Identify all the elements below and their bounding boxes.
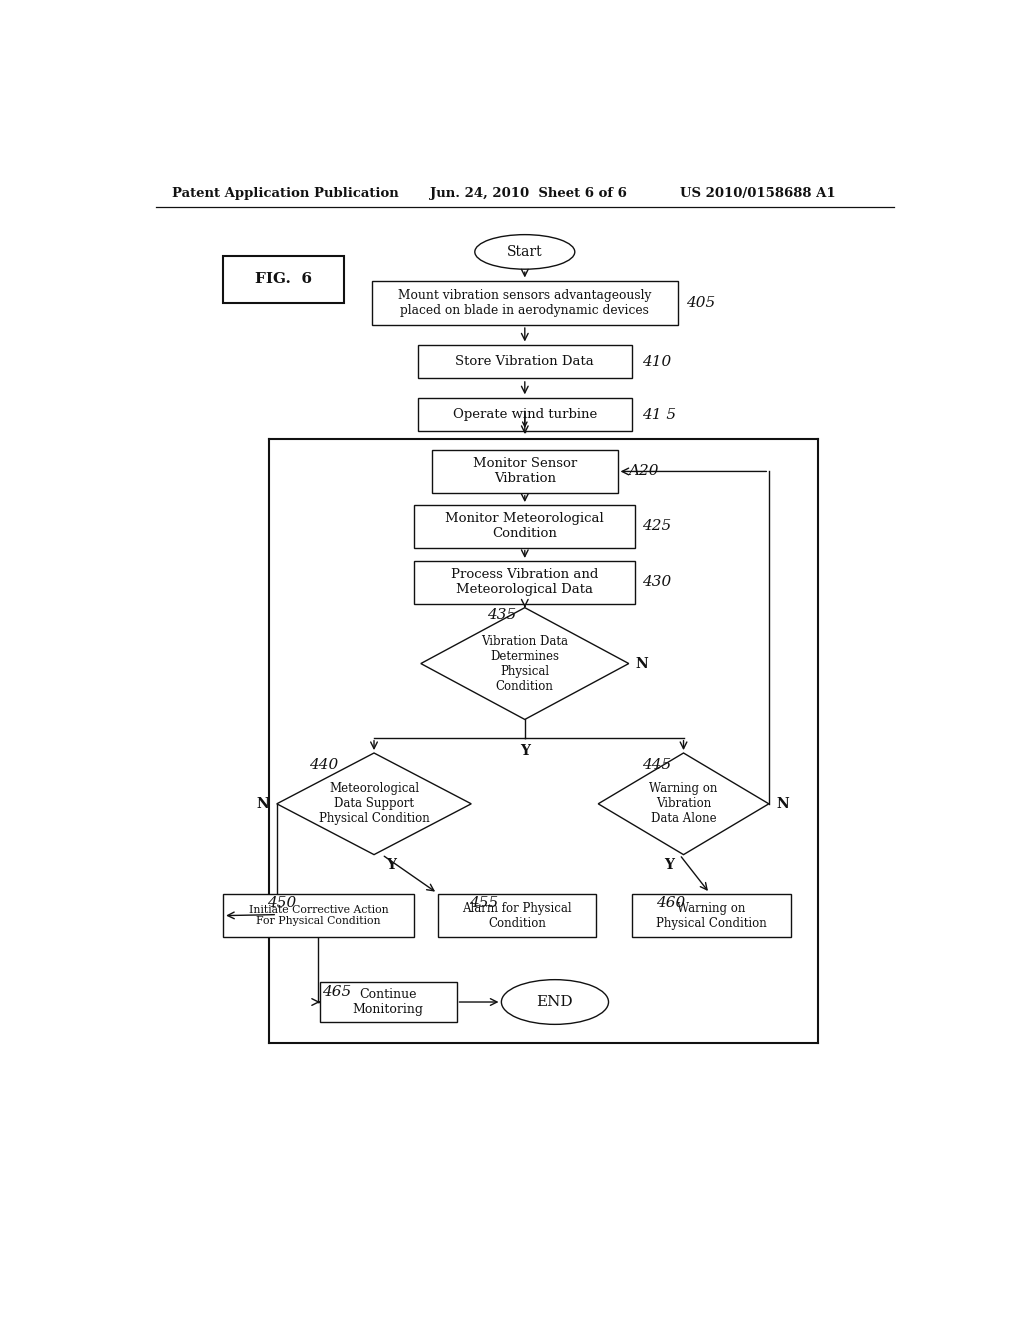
- Ellipse shape: [475, 235, 574, 269]
- Text: Patent Application Publication: Patent Application Publication: [172, 187, 398, 201]
- Text: 445: 445: [642, 758, 672, 772]
- FancyBboxPatch shape: [437, 894, 596, 937]
- Text: Monitor Sensor
Vibration: Monitor Sensor Vibration: [473, 458, 577, 486]
- Text: Vibration Data
Determines
Physical
Condition: Vibration Data Determines Physical Condi…: [481, 635, 568, 693]
- Ellipse shape: [502, 979, 608, 1024]
- FancyBboxPatch shape: [432, 450, 617, 492]
- Text: Warning on
Physical Condition: Warning on Physical Condition: [656, 902, 767, 929]
- FancyBboxPatch shape: [632, 894, 791, 937]
- Text: 455: 455: [469, 896, 499, 911]
- FancyBboxPatch shape: [223, 256, 344, 302]
- Text: 465: 465: [323, 985, 351, 999]
- Text: N: N: [257, 797, 269, 810]
- Polygon shape: [421, 607, 629, 719]
- Text: Initiate Corrective Action
For Physical Condition: Initiate Corrective Action For Physical …: [249, 904, 388, 927]
- Text: Y: Y: [520, 744, 529, 758]
- Text: Jun. 24, 2010  Sheet 6 of 6: Jun. 24, 2010 Sheet 6 of 6: [430, 187, 627, 201]
- Text: 435: 435: [487, 607, 517, 622]
- FancyBboxPatch shape: [415, 561, 635, 603]
- Text: Alarm for Physical
Condition: Alarm for Physical Condition: [462, 902, 571, 929]
- Text: FIG.  6: FIG. 6: [255, 272, 312, 286]
- Text: Y: Y: [386, 858, 396, 871]
- Polygon shape: [598, 752, 769, 854]
- Text: 450: 450: [267, 896, 296, 911]
- FancyBboxPatch shape: [418, 397, 632, 432]
- Text: N: N: [776, 797, 790, 810]
- FancyBboxPatch shape: [321, 982, 457, 1022]
- Text: Store Vibration Data: Store Vibration Data: [456, 355, 594, 368]
- FancyBboxPatch shape: [418, 345, 632, 379]
- Text: 41 5: 41 5: [642, 408, 677, 421]
- Text: Operate wind turbine: Operate wind turbine: [453, 408, 597, 421]
- Text: US 2010/0158688 A1: US 2010/0158688 A1: [680, 187, 836, 201]
- Text: 425: 425: [642, 519, 672, 533]
- Text: Monitor Meteorological
Condition: Monitor Meteorological Condition: [445, 512, 604, 540]
- Text: 410: 410: [642, 355, 672, 368]
- Text: N: N: [636, 656, 648, 671]
- Polygon shape: [276, 752, 471, 854]
- Text: Meteorological
Data Support
Physical Condition: Meteorological Data Support Physical Con…: [318, 783, 429, 825]
- Text: Start: Start: [507, 246, 543, 259]
- Text: Y: Y: [665, 858, 674, 871]
- Text: Mount vibration sensors advantageously
placed on blade in aerodynamic devices: Mount vibration sensors advantageously p…: [398, 289, 651, 317]
- Text: END: END: [537, 995, 573, 1008]
- Text: 460: 460: [655, 896, 685, 911]
- Text: A20: A20: [628, 465, 658, 478]
- FancyBboxPatch shape: [223, 894, 414, 937]
- Text: Process Vibration and
Meteorological Data: Process Vibration and Meteorological Dat…: [452, 568, 598, 597]
- Text: Continue
Monitoring: Continue Monitoring: [353, 987, 424, 1016]
- FancyBboxPatch shape: [415, 506, 635, 548]
- Text: 405: 405: [686, 296, 715, 310]
- Text: Warning on
Vibration
Data Alone: Warning on Vibration Data Alone: [649, 783, 718, 825]
- Text: 440: 440: [309, 758, 338, 772]
- Text: 430: 430: [642, 576, 672, 589]
- FancyBboxPatch shape: [372, 281, 678, 325]
